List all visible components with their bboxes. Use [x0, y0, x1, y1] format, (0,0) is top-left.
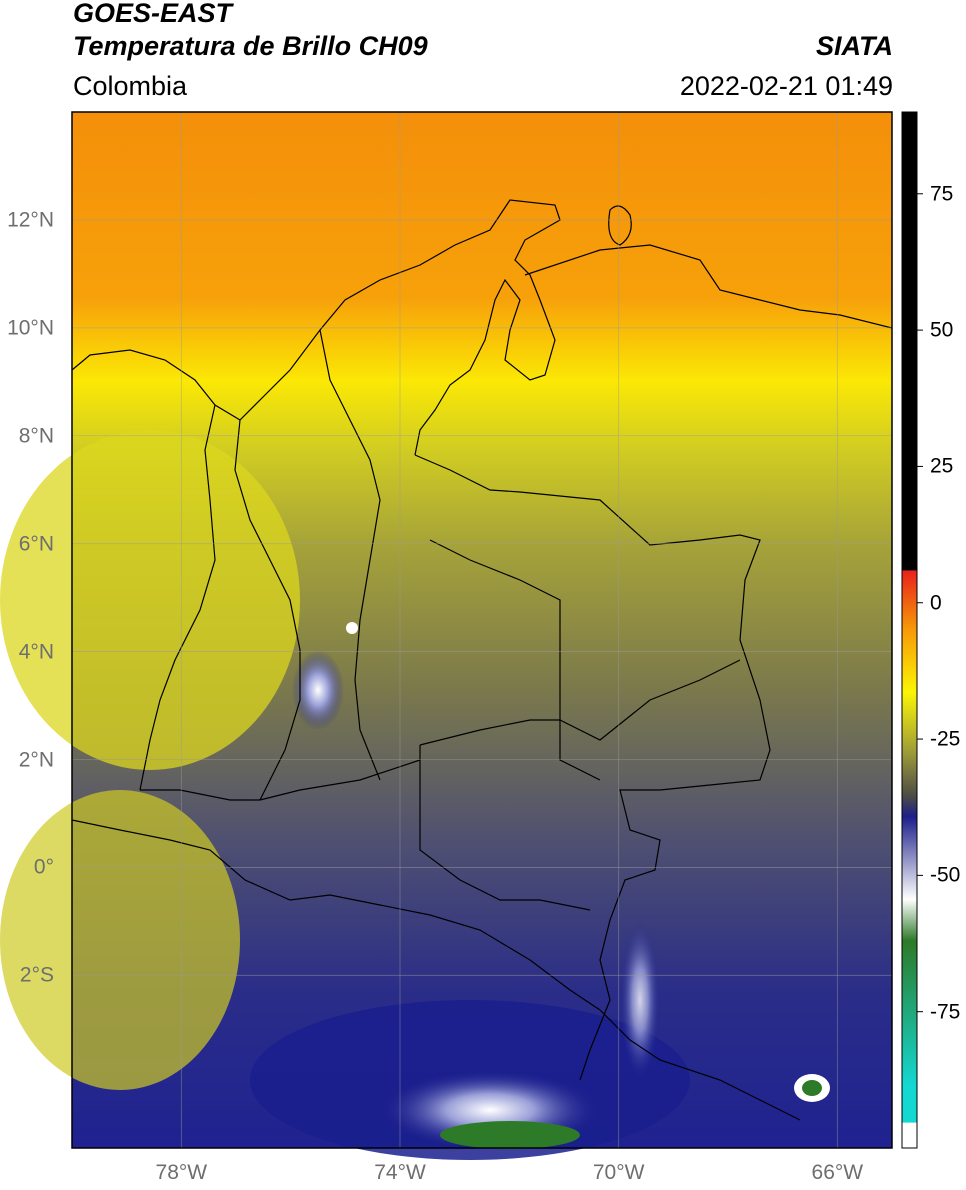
- lat-tick-label: 6°N: [18, 532, 54, 556]
- graticule: [72, 112, 892, 1148]
- country-borders: [71, 199, 893, 1121]
- colorbar-tick-label: 25: [930, 454, 954, 478]
- lat-tick-label: 8°N: [18, 424, 54, 448]
- lon-tick-label: 66°W: [811, 1161, 864, 1184]
- colorbar-tick-label: -25: [930, 727, 961, 751]
- lat-tick-label: 2°N: [18, 748, 54, 771]
- lat-tick-label: 12°N: [7, 208, 54, 232]
- lat-tick-label: 4°N: [18, 640, 54, 664]
- colorbar-tick-label: 75: [930, 182, 954, 206]
- product-title: Temperatura de Brillo CH09: [73, 31, 428, 61]
- lat-tick-label: 10°N: [7, 316, 54, 340]
- datetime-label: 2022-02-21 01:49: [679, 71, 893, 101]
- colorbar-tick-label: -50: [930, 863, 961, 887]
- source-label: SIATA: [816, 31, 893, 61]
- colorbar-tick-label: 50: [930, 318, 954, 342]
- colorbar-tick-label: 0: [930, 591, 942, 615]
- colorbar-tick-label: -75: [930, 1000, 961, 1024]
- region-label: Colombia: [73, 71, 188, 101]
- colorbar-ticks: [917, 193, 923, 1013]
- lon-tick-label: 78°W: [155, 1161, 208, 1184]
- brightness-temperature-field: [0, 112, 892, 1160]
- colorbar: [901, 111, 918, 1149]
- lat-tick-label: 0°: [33, 855, 54, 879]
- lon-tick-label: 74°W: [374, 1161, 426, 1184]
- lat-tick-label: 2°S: [19, 963, 54, 987]
- map-frame: [71, 111, 893, 1149]
- satellite-title: GOES-EAST: [73, 0, 233, 28]
- lon-tick-label: 70°W: [592, 1161, 645, 1184]
